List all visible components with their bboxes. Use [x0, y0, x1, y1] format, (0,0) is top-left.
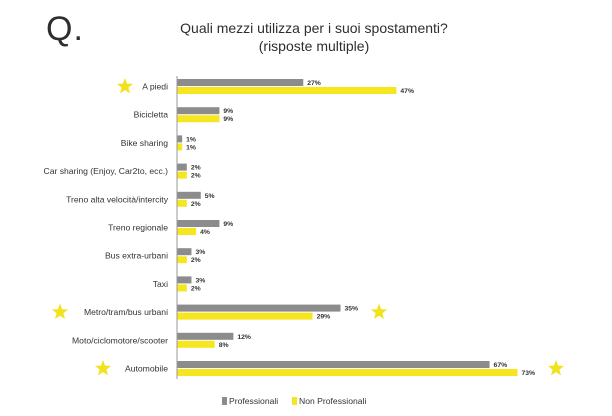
category-label: A piedi — [142, 82, 168, 92]
value-label-professionali: 9% — [223, 221, 233, 228]
value-label-non-professionali: 47% — [400, 88, 414, 95]
stars-layer — [51, 78, 565, 376]
bars-layer: A piedi 27%47%Bicicletta 9%9%Bike sharing 1… — [44, 79, 536, 377]
bar-non-professionali — [177, 369, 518, 376]
value-label-non-professionali: 9% — [223, 116, 233, 123]
value-label-non-professionali: 8% — [219, 342, 229, 349]
category-label: Treno alta velocità/intercity — [66, 194, 169, 204]
value-label-non-professionali: 4% — [200, 229, 210, 236]
bar-professionali — [177, 248, 192, 256]
value-label-professionali: 9% — [223, 108, 233, 115]
legend-swatch-non-professionali — [292, 397, 297, 405]
bar-non-professionali — [177, 256, 187, 264]
bar-professionali — [177, 107, 220, 115]
value-label-professionali: 27% — [307, 80, 321, 87]
value-label-non-professionali: 2% — [191, 285, 201, 292]
bar-non-professionali — [177, 340, 215, 348]
category-label: Bicicletta — [134, 110, 169, 120]
question-mark-label: Q. — [46, 10, 84, 48]
value-label-professionali: 2% — [191, 165, 201, 172]
value-label-non-professionali: 1% — [186, 144, 196, 151]
legend-entry: Non Professionali — [299, 396, 366, 406]
category-label: Automobile — [125, 364, 168, 374]
value-label-professionali: 3% — [195, 249, 205, 256]
category-label: Metro/tram/bus urbani — [84, 307, 168, 317]
bar-professionali — [177, 276, 192, 284]
bar-professionali — [177, 220, 220, 227]
category-label: Treno regionale — [108, 223, 168, 233]
legend-swatch-professionali — [222, 397, 227, 405]
value-label-professionali: 3% — [195, 277, 205, 284]
category-label: Bike sharing — [121, 138, 169, 148]
category-label: Moto/ciclomotore/scooter — [72, 335, 168, 345]
bar-non-professionali — [177, 115, 220, 123]
value-label-non-professionali: 2% — [191, 201, 201, 208]
value-label-professionali: 5% — [205, 193, 215, 200]
value-label-professionali: 1% — [186, 136, 196, 143]
value-label-non-professionali: 29% — [317, 314, 331, 321]
value-label-non-professionali: 2% — [191, 257, 201, 264]
bar-non-professionali — [177, 143, 183, 151]
value-label-professionali: 35% — [345, 306, 359, 313]
category-label: Car sharing (Enjoy, Car2to, ecc.) — [44, 166, 169, 176]
highlight-star-icon — [547, 360, 565, 376]
category-label: Bus extra-urbani — [105, 251, 168, 261]
highlight-star-icon — [94, 360, 112, 376]
bar-professionali — [177, 135, 183, 143]
chart-subtitle: (risposte multiple) — [258, 38, 370, 54]
bar-professionali — [177, 191, 201, 199]
bar-non-professionali — [177, 228, 197, 235]
bar-professionali — [177, 304, 341, 312]
legend-entry: Professionali — [229, 396, 278, 406]
highlight-star-icon — [116, 78, 134, 94]
bar-professionali — [177, 332, 234, 340]
bar-non-professionali — [177, 199, 187, 207]
chart-title: Quali mezzi utilizza per i suoi spostame… — [180, 20, 448, 36]
legend: Professionali Non Professionali — [222, 396, 366, 406]
bar-non-professionali — [177, 284, 187, 292]
highlight-star-icon — [370, 303, 388, 319]
value-label-non-professionali: 2% — [191, 173, 201, 180]
bar-professionali — [177, 163, 187, 171]
highlight-star-icon — [51, 303, 69, 319]
bar-non-professionali — [177, 171, 187, 179]
bar-non-professionali — [177, 87, 397, 94]
bar-professionali — [177, 361, 490, 368]
value-label-professionali: 67% — [494, 362, 508, 369]
value-label-non-professionali: 73% — [522, 370, 536, 377]
bar-non-professionali — [177, 312, 313, 320]
bar-professionali — [177, 79, 304, 86]
category-label: Taxi — [153, 279, 168, 289]
value-label-professionali: 12% — [237, 334, 251, 341]
